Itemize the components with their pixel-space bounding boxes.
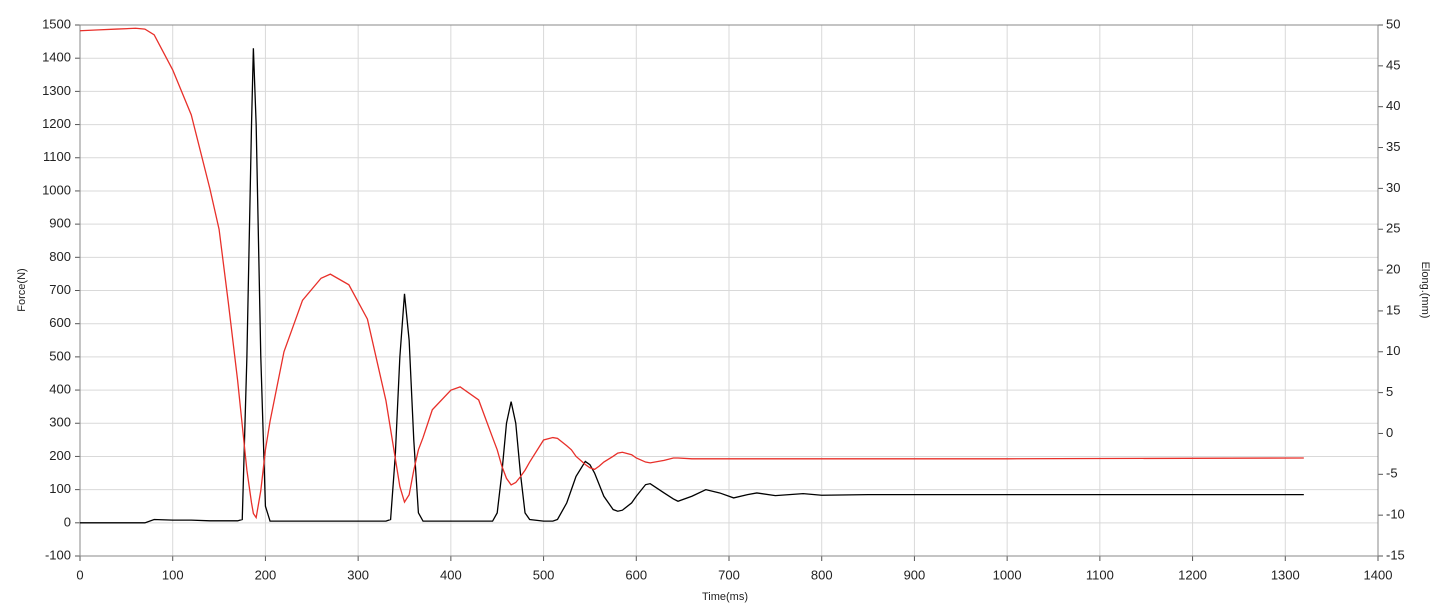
x-tick-label: 0 bbox=[76, 567, 83, 582]
y2-tick-label: 40 bbox=[1386, 98, 1400, 113]
data-line bbox=[79, 27, 1304, 520]
y2-tick-label: 50 bbox=[1386, 16, 1400, 31]
y-tick-label: 900 bbox=[49, 216, 71, 231]
data-line bbox=[80, 48, 1304, 524]
y-tick-label: 1200 bbox=[42, 116, 71, 131]
y2-tick-label: -5 bbox=[1386, 466, 1398, 481]
x-tick-label: 1200 bbox=[1178, 567, 1207, 582]
x-tick-label: 1100 bbox=[1086, 567, 1114, 582]
y-tick-label: -100 bbox=[45, 547, 71, 562]
y2-tick-label: 10 bbox=[1386, 343, 1400, 358]
y2-tick-label: 25 bbox=[1386, 221, 1400, 236]
y2-tick-label: 35 bbox=[1386, 139, 1400, 154]
x-tick-label: 400 bbox=[440, 567, 462, 582]
y-tick-label: 500 bbox=[49, 348, 71, 363]
x-tick-label: 900 bbox=[904, 567, 926, 582]
plot-frame bbox=[79, 24, 1379, 557]
y2-tick-label: 0 bbox=[1386, 425, 1393, 440]
y-tick-label: 400 bbox=[49, 382, 71, 397]
y-axis-label: Force(N) bbox=[16, 268, 28, 311]
y2-tick-label: -15 bbox=[1386, 547, 1405, 562]
y-tick-label: 0 bbox=[64, 514, 71, 529]
y-tick-label: 800 bbox=[49, 249, 71, 264]
x-tick-label: 1000 bbox=[993, 567, 1022, 582]
y2-tick-label: 15 bbox=[1386, 302, 1400, 317]
y2-tick-label: 30 bbox=[1386, 180, 1400, 195]
x-tick-label: 500 bbox=[533, 567, 555, 582]
y2-tick-label: -10 bbox=[1386, 507, 1405, 522]
y2-tick-label: 20 bbox=[1386, 262, 1400, 277]
x-tick-label: 1300 bbox=[1271, 567, 1300, 582]
x-tick-label: 200 bbox=[255, 567, 277, 582]
x-tick-label: 300 bbox=[347, 567, 369, 582]
y-tick-label: 200 bbox=[49, 448, 71, 463]
y2-tick-label: 45 bbox=[1386, 57, 1400, 72]
x-tick-label: 600 bbox=[625, 567, 647, 582]
y-tick-label: 1100 bbox=[43, 149, 71, 164]
x-tick-label: 700 bbox=[718, 567, 740, 582]
x-tick-label: 800 bbox=[811, 567, 833, 582]
y2-tick-label: 5 bbox=[1386, 384, 1393, 399]
y2-axis-label: Elong.(mm) bbox=[1419, 262, 1431, 319]
y-tick-label: 1500 bbox=[42, 16, 71, 31]
x-tick-label: 100 bbox=[162, 567, 184, 582]
x-axis-label: Time(ms) bbox=[702, 591, 748, 603]
y-tick-label: 300 bbox=[49, 415, 71, 430]
y-tick-label: 600 bbox=[49, 315, 71, 330]
x-tick-label: 1400 bbox=[1364, 567, 1393, 582]
y-tick-label: 100 bbox=[49, 481, 71, 496]
y-tick-label: 1400 bbox=[42, 50, 71, 65]
y-tick-label: 1000 bbox=[42, 182, 71, 197]
y-tick-label: 700 bbox=[49, 282, 71, 297]
y-tick-label: 1300 bbox=[42, 83, 71, 98]
